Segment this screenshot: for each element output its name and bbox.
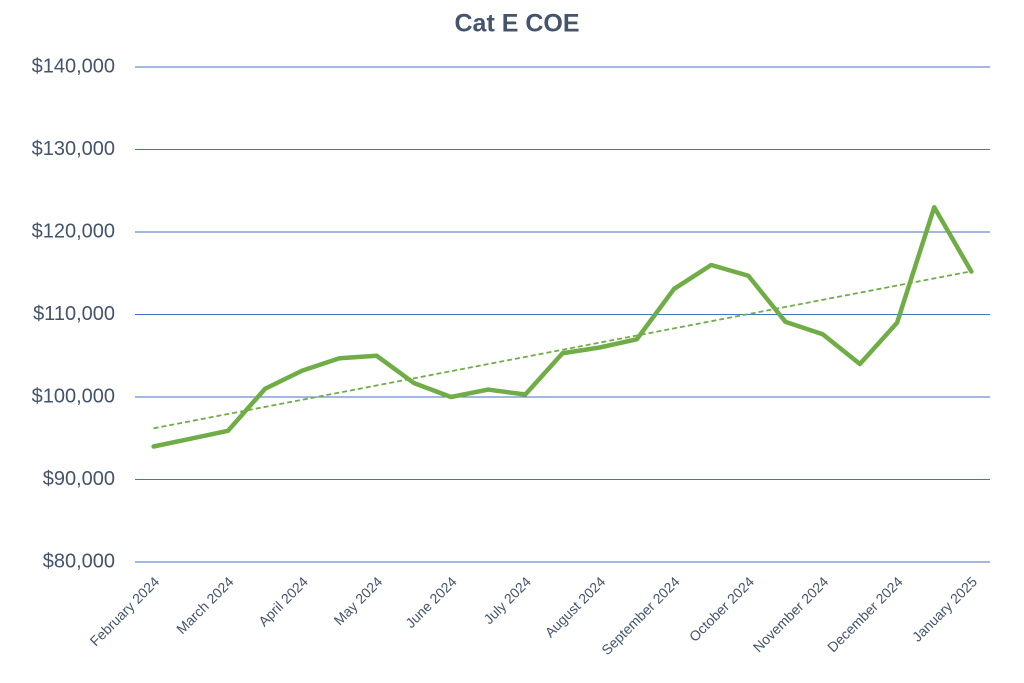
x-tick-label: March 2024 — [173, 573, 237, 637]
x-tick-label: May 2024 — [331, 573, 386, 628]
line — [151, 205, 974, 449]
x-tick-label: September 2024 — [598, 573, 683, 658]
x-tick-label: October 2024 — [686, 573, 757, 644]
x-tick-label: February 2024 — [87, 573, 163, 649]
x-tick-label: August 2024 — [542, 573, 609, 640]
x-tick-label: January 2025 — [909, 573, 980, 644]
x-tick-label: November 2024 — [750, 573, 832, 655]
y-tick-label: $80,000 — [43, 550, 115, 572]
trendline — [153, 270, 972, 430]
x-tick-label: July 2024 — [480, 573, 534, 627]
y-tick-label: $130,000 — [32, 138, 115, 160]
chart-title: Cat E COE — [454, 10, 579, 38]
y-tick-label: $110,000 — [33, 303, 115, 325]
x-tick-label: June 2024 — [402, 573, 460, 631]
y-tick-label: $100,000 — [32, 385, 115, 407]
x-tick-label: April 2024 — [255, 573, 311, 629]
y-tick-label: $120,000 — [32, 220, 115, 242]
y-tick-label: $90,000 — [43, 468, 115, 490]
x-tick-label: December 2024 — [824, 573, 906, 655]
y-tick-label: $140,000 — [32, 55, 115, 77]
